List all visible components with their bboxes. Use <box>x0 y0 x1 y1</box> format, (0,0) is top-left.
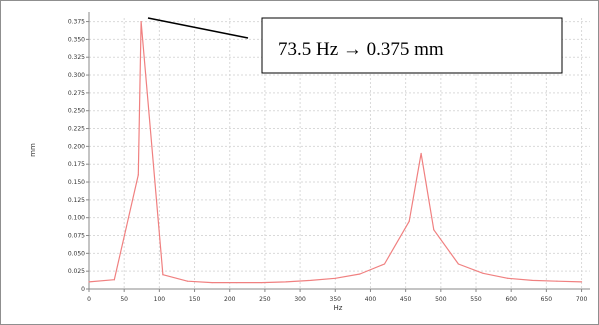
y-tick-label: 0.100 <box>68 215 85 222</box>
data-point <box>113 279 115 281</box>
y-tick-label: 0.150 <box>68 179 85 186</box>
x-tick-label: 150 <box>189 296 201 303</box>
y-tick-label: 0.250 <box>68 108 85 115</box>
y-tick-label: 0.325 <box>68 54 85 61</box>
x-tick-label: 450 <box>400 296 412 303</box>
y-tick-label: 0.075 <box>68 233 85 240</box>
y-tick-label: 0.200 <box>68 143 85 150</box>
y-tick-label: 0 <box>81 286 85 293</box>
data-point <box>482 272 484 274</box>
data-point <box>531 279 533 282</box>
x-tick-label: 300 <box>294 296 306 303</box>
x-tick-label: 700 <box>576 296 588 303</box>
data-point <box>88 281 90 283</box>
x-tick-label: 200 <box>224 296 236 303</box>
y-tick-label: 0.350 <box>68 36 85 43</box>
x-tick-label: 0 <box>87 296 91 303</box>
data-point <box>359 273 361 275</box>
y-tick-label: 0.175 <box>68 161 85 168</box>
y-tick-label: 0.050 <box>68 250 85 257</box>
x-tick-label: 350 <box>330 296 342 303</box>
x-tick-label: 100 <box>154 296 166 303</box>
y-tick-label: 0.275 <box>68 90 85 97</box>
y-tick-label: 0.375 <box>68 19 85 26</box>
data-point <box>580 281 583 283</box>
x-axis-label: Hz <box>334 304 343 312</box>
axes <box>86 12 590 292</box>
data-point <box>408 220 410 222</box>
y-axis-label: mm <box>29 143 37 157</box>
data-point <box>433 229 435 231</box>
data-point <box>383 263 386 265</box>
y-tick-label: 0.025 <box>68 268 85 275</box>
x-tick-label: 600 <box>505 296 517 303</box>
data-point <box>137 174 139 176</box>
callout-text: 73.5 Hz → 0.375 mm <box>278 39 444 60</box>
data-point <box>285 281 287 283</box>
data-point <box>556 280 558 282</box>
data-point <box>140 20 142 23</box>
data-point <box>211 281 213 284</box>
x-tick-label: 50 <box>120 296 128 303</box>
x-tick-label: 400 <box>365 296 377 303</box>
y-tick-labels: 0 0.025 0.050 0.075 0.100 0.125 0.150 0.175 0.20… <box>68 19 85 293</box>
data-point <box>507 277 509 279</box>
data-point <box>420 152 422 155</box>
x-tick-label: 550 <box>470 296 482 303</box>
series-group <box>88 20 583 284</box>
data-point <box>334 277 336 279</box>
x-tick-label: 650 <box>541 296 553 303</box>
y-tick-label: 0.225 <box>68 126 85 133</box>
data-point <box>457 263 460 265</box>
y-tick-label: 0.300 <box>68 72 85 79</box>
data-point <box>186 280 189 282</box>
x-tick-label: 250 <box>259 296 271 303</box>
data-point <box>162 274 164 276</box>
callout-box <box>261 17 563 74</box>
x-tick-label: 500 <box>435 296 447 303</box>
data-point <box>260 281 262 284</box>
x-tick-labels: 0 50 100 150 200 250 300 350 400 450 500 550 600 650 7… <box>87 296 587 303</box>
callout-leader-line <box>147 17 249 39</box>
y-tick-label: 0.125 <box>68 197 85 204</box>
data-point <box>236 281 238 284</box>
data-point <box>310 279 312 282</box>
